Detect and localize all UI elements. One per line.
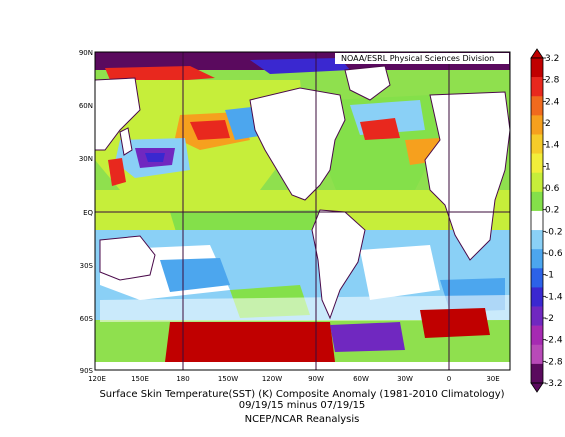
australia (99, 235, 156, 281)
colorbar-segment (531, 268, 543, 288)
colorbar-segment (531, 134, 543, 154)
lon-label-120e: 120E (88, 375, 106, 383)
weddell-warm (420, 308, 490, 338)
colorbar-label: -2.4 (545, 336, 563, 346)
colorbar-segment (531, 363, 543, 384)
caption-title: Surface Skin Temperature(SST) (K) Compos… (99, 389, 504, 400)
south-atlantic-white (360, 245, 440, 300)
lat-label-eq: EQ (83, 209, 93, 217)
colorbar-segment (531, 153, 543, 174)
greenland (344, 65, 391, 101)
antarctic-cold (330, 322, 405, 352)
colorbar-segment (531, 58, 543, 78)
lat-label-60n: 60N (79, 102, 93, 110)
lat-label-90n: 90N (79, 49, 93, 57)
lon-label-30e: 30E (486, 375, 499, 383)
colorbar-segment (531, 249, 543, 269)
north-pacific-warm-2 (190, 120, 230, 140)
arctic-cool-patch (250, 58, 350, 74)
colorbar-label: 0.6 (545, 184, 560, 194)
colorbar-segment (531, 191, 543, 212)
colorbar-min-arrow (530, 382, 544, 393)
japan (119, 127, 133, 156)
colorbar-segment (531, 77, 543, 97)
southern-white-belt (100, 295, 510, 322)
lon-label-30w: 30W (397, 375, 413, 383)
lon-label-150e: 150E (131, 375, 149, 383)
colorbar-label: -1 (545, 271, 554, 281)
antarctic-warm (165, 322, 335, 362)
colorbar-segment (531, 230, 543, 250)
grid-lines (95, 52, 510, 370)
colorbar-label: 0.2 (545, 206, 559, 216)
colorbar-label: 3.2 (545, 54, 559, 64)
map-frame (94, 51, 511, 371)
colorbar-label: 1.4 (545, 141, 560, 151)
longitude-labels: 120E 150E 180 150W 120W 90W 60W 30W 0 30… (88, 375, 500, 383)
lat-label-90s: 90S (80, 367, 94, 375)
antarctic-land (95, 362, 510, 370)
colorbar-segment (531, 306, 543, 326)
colorbar-segment (531, 115, 543, 135)
latitude-labels: 90N 60N 30N EQ 30S 60S 90S (79, 49, 94, 375)
colorbar-segment (531, 287, 543, 307)
lon-label-120w: 120W (262, 375, 282, 383)
source-label-box (335, 53, 509, 64)
colorbar-segment (531, 325, 543, 346)
colorbar-label: 2.8 (545, 76, 560, 86)
colorbar-label: -2.8 (545, 357, 563, 367)
asia-east (95, 77, 141, 151)
colorbar-segment (531, 210, 543, 231)
lat-label-30s: 30S (80, 262, 94, 270)
lat-label-60s: 60S (80, 315, 94, 323)
south-pacific-cool (160, 258, 230, 292)
lat-label-30n: 30N (79, 155, 93, 163)
lon-label-180: 180 (176, 375, 189, 383)
colorbar-label: 2.4 (545, 97, 560, 107)
colorbar-segment (531, 96, 543, 116)
colorbar: 3.2 2.8 2.4 2 1.4 1 0.6 0.2 -0.2 -0.6 -1 -1.4 -2 -2.4… (530, 48, 563, 393)
lon-label-150w: 150W (218, 375, 238, 383)
north-america (249, 87, 346, 201)
lon-label-90w: 90W (308, 375, 324, 383)
colorbar-label: 2 (545, 119, 551, 129)
europe-africa (424, 91, 510, 261)
continents (95, 65, 510, 320)
colorbar-segment (531, 344, 543, 365)
lon-label-60w: 60W (353, 375, 369, 383)
sst-anomaly-map (95, 52, 510, 370)
colorbar-label: -1.4 (545, 292, 563, 302)
south-america (311, 209, 366, 320)
source-label: NOAA/ESRL Physical Sciences Division (341, 54, 494, 63)
colorbar-label: -2 (545, 314, 554, 324)
colorbar-segment (531, 172, 543, 193)
colorbar-label: -3.2 (545, 379, 563, 389)
north-pacific-cold-inner (145, 153, 165, 162)
north-atlantic-warm (360, 118, 400, 140)
colorbar-frame (530, 57, 544, 384)
lon-label-0: 0 (447, 375, 451, 383)
caption-date-range: 09/19/15 minus 07/19/15 (239, 400, 366, 411)
colorbar-label: -0.2 (545, 227, 563, 237)
colorbar-label: -0.6 (545, 249, 563, 259)
colorbar-max-arrow (530, 48, 544, 59)
kuroshio-warm (108, 158, 126, 186)
colorbar-label: 1 (545, 162, 551, 172)
caption-dataset: NCEP/NCAR Reanalysis (245, 414, 360, 425)
